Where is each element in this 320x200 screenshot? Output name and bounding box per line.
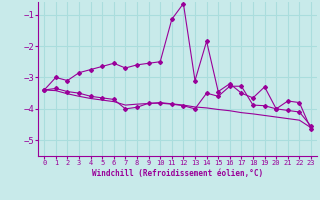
- X-axis label: Windchill (Refroidissement éolien,°C): Windchill (Refroidissement éolien,°C): [92, 169, 263, 178]
